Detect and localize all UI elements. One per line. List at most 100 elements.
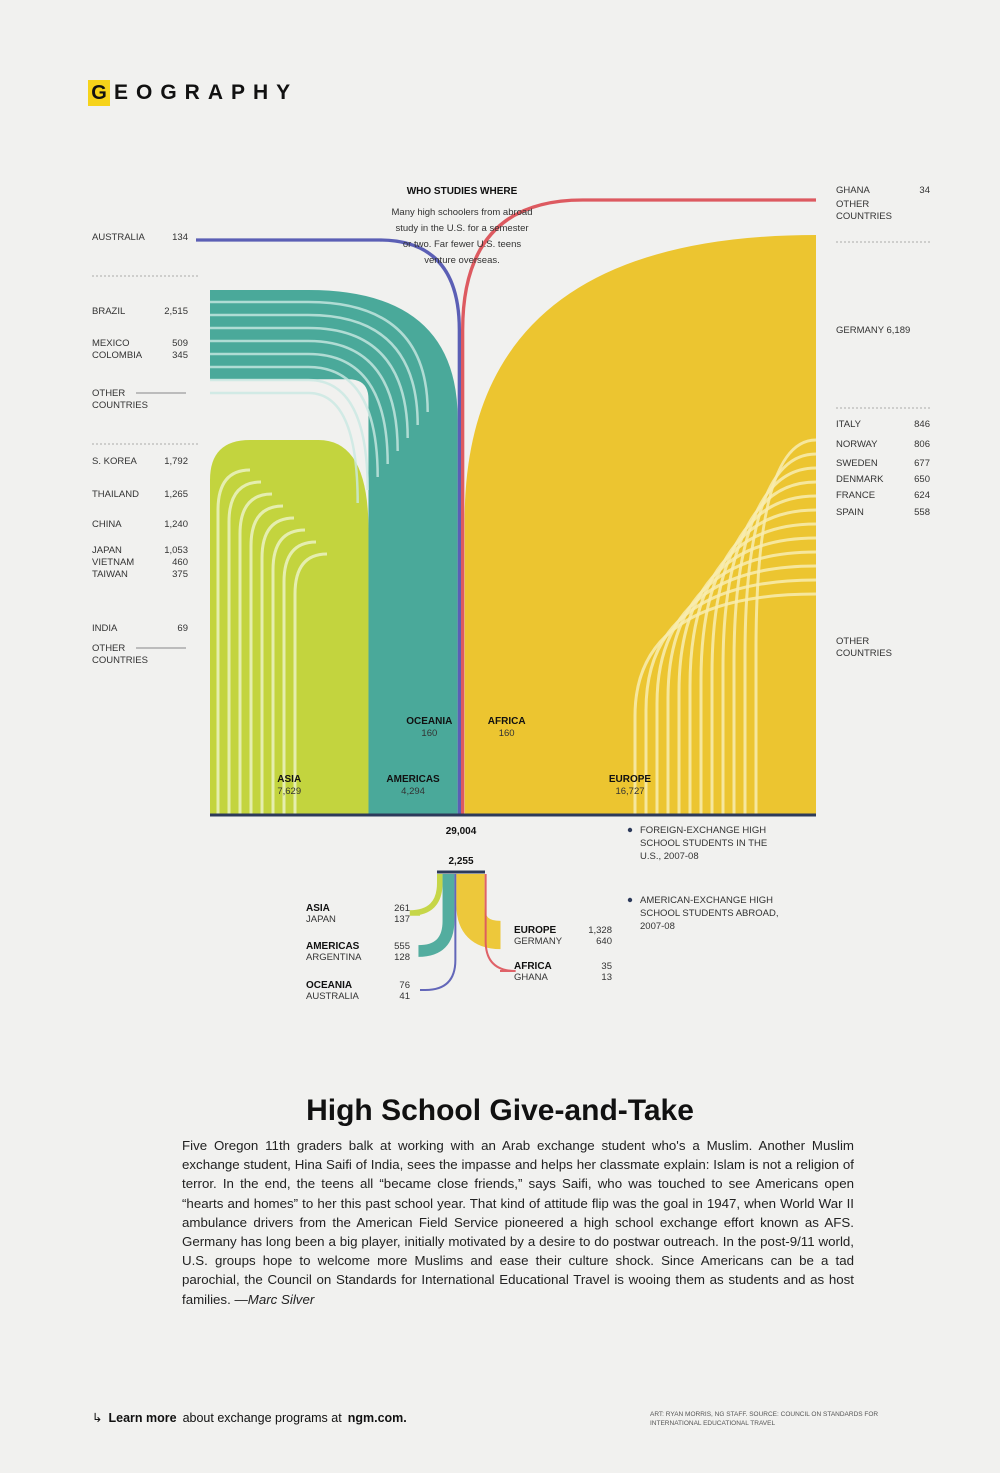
right-country-value: 34 — [919, 185, 930, 196]
chart-subtitle-line: study in the U.S. for a semester — [395, 223, 528, 234]
site-link[interactable]: ngm.com. — [347, 1410, 407, 1425]
american-flow-oceania — [420, 874, 457, 991]
american-region-value: 35 — [601, 961, 612, 972]
region-value: 16,727 — [615, 786, 644, 797]
region-label: AMERICAS — [386, 774, 440, 785]
left-country-label: OTHER — [92, 643, 125, 654]
american-top-value: 137 — [394, 914, 410, 925]
region-value: 160 — [499, 728, 515, 739]
left-country-value: 2,515 — [164, 306, 188, 317]
legend-text: U.S., 2007-08 — [640, 851, 699, 862]
europe-stripe — [655, 564, 817, 814]
right-country-label: COUNTRIES — [836, 211, 892, 222]
right-country-label: GHANA — [836, 185, 870, 196]
europe-stripe — [743, 452, 817, 814]
right-country-value: 806 — [914, 439, 930, 450]
american-top-value: 13 — [601, 972, 612, 983]
american-flow-americas — [418, 874, 455, 957]
learn-more-label: Learn more — [108, 1410, 177, 1425]
section-title: EOGRAPHY — [114, 81, 299, 104]
americas-stripe — [210, 313, 419, 426]
europe-stripe — [633, 592, 817, 814]
left-country-value: 134 — [172, 232, 188, 243]
region-label: ASIA — [277, 774, 301, 785]
american-region-label: ASIA — [306, 903, 330, 914]
right-country-label: DENMARK — [836, 474, 884, 485]
region-value: 4,294 — [401, 786, 425, 797]
american-region-value: 261 — [394, 903, 410, 914]
american-top-value: 640 — [596, 936, 612, 947]
chart-subtitle-line: venture overseas. — [424, 255, 500, 266]
americas-stripe — [210, 339, 399, 452]
section-initial: G — [88, 80, 110, 106]
americas-stripe — [210, 352, 389, 465]
asia-stripe — [260, 516, 295, 814]
legend-text: SCHOOL STUDENTS ABROAD, — [640, 908, 778, 919]
americas-stripe — [210, 378, 369, 491]
region-value: 7,629 — [277, 786, 301, 797]
chart-subtitle-line: or two. Far fewer U.S. teens — [403, 239, 522, 250]
left-country-value: 375 — [172, 569, 188, 580]
left-country-label: S. KOREA — [92, 456, 138, 467]
left-country-value: 1,792 — [164, 456, 188, 467]
asia-stripe — [282, 540, 317, 814]
americas-stripe — [210, 326, 409, 439]
right-country-value: 624 — [914, 490, 930, 501]
americas-stripe — [210, 300, 429, 413]
asia-stripe — [216, 468, 251, 814]
right-country-label: ITALY — [836, 419, 862, 430]
footer-text: about exchange programs at — [182, 1410, 342, 1425]
american-top-country: JAPAN — [306, 914, 336, 925]
left-country-label: AUSTRALIA — [92, 232, 145, 243]
europe-stripe — [677, 536, 817, 814]
oceania-flow — [196, 238, 461, 814]
american-top-country: ARGENTINA — [306, 952, 362, 963]
europe-stripe — [644, 578, 817, 814]
region-label: EUROPE — [609, 774, 652, 785]
chart-subtitle-line: Many high schoolers from abroad — [392, 207, 533, 218]
american-flow-europe — [456, 874, 502, 950]
left-country-label: THAILAND — [92, 489, 139, 500]
left-country-label: COUNTRIES — [92, 400, 148, 411]
right-country-label: GERMANY 6,189 — [836, 325, 910, 336]
american-region-value: 76 — [399, 980, 410, 991]
left-country-value: 69 — [177, 623, 188, 634]
asia-stripe — [238, 492, 273, 814]
right-country-value: 650 — [914, 474, 930, 485]
left-country-label: COLOMBIA — [92, 350, 143, 361]
left-country-label: MEXICO — [92, 338, 129, 349]
left-country-label: TAIWAN — [92, 569, 128, 580]
right-country-label: OTHER — [836, 199, 869, 210]
american-region-label: AMERICAS — [306, 941, 360, 952]
left-country-label: INDIA — [92, 623, 118, 634]
legend-text: AMERICAN-EXCHANGE HIGH — [640, 895, 773, 906]
american-region-label: AFRICA — [514, 961, 552, 972]
article-title: High School Give-and-Take — [306, 1094, 694, 1127]
legend-text: SCHOOL STUDENTS IN THE — [640, 838, 767, 849]
section-header: G EOGRAPHY — [88, 78, 298, 108]
left-country-label: VIETNAM — [92, 557, 134, 568]
europe-stripe — [666, 550, 817, 814]
american-region-value: 1,328 — [588, 925, 612, 936]
american-flow-africa — [484, 874, 516, 972]
left-country-value: 509 — [172, 338, 188, 349]
arrow-icon: ↳ — [92, 1411, 103, 1425]
left-country-label: CHINA — [92, 519, 122, 530]
american-top-value: 128 — [394, 952, 410, 963]
left-country-label: JAPAN — [92, 545, 122, 556]
american-top-value: 41 — [399, 991, 410, 1002]
left-country-value: 1,240 — [164, 519, 188, 530]
right-country-label: OTHER — [836, 636, 869, 647]
footer-learn-more[interactable]: ↳ Learn more about exchange programs at … — [92, 1410, 407, 1426]
article-author: —Marc Silver — [234, 1291, 315, 1307]
asia-stripe — [293, 552, 328, 814]
legend-text: 2007-08 — [640, 921, 675, 932]
asia-stripe — [271, 528, 306, 814]
left-country-value: 1,265 — [164, 489, 188, 500]
american-region-value: 555 — [394, 941, 410, 952]
europe-flow — [464, 235, 816, 814]
legend-text: FOREIGN-EXCHANGE HIGH — [640, 825, 766, 836]
left-country-value: 345 — [172, 350, 188, 361]
right-country-label: SPAIN — [836, 507, 864, 518]
flow-chart: ASIA7,629AMERICAS4,294OCEANIA160AFRICA16… — [92, 185, 930, 1002]
